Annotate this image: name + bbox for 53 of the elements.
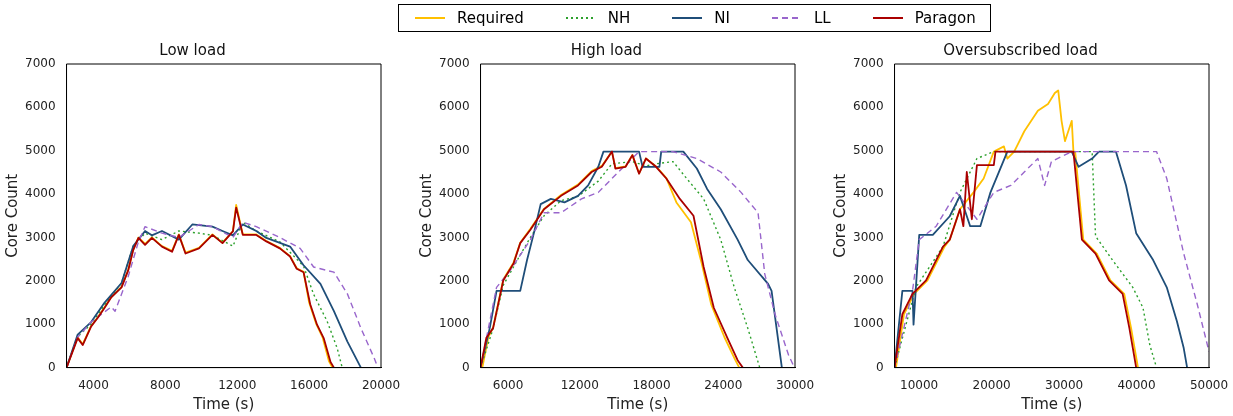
x-tick-label: 50000 <box>1189 377 1229 392</box>
y-tick-label: 3000 <box>24 229 56 244</box>
x-tick-label: 30000 <box>775 377 815 392</box>
x-tick-label: 8000 <box>150 377 181 392</box>
y-tick-label: 7000 <box>24 56 56 71</box>
x-axis-title: Time (s) <box>192 394 255 413</box>
y-tick-label: 5000 <box>24 142 56 157</box>
y-tick-label: 3000 <box>852 229 884 244</box>
chart-title: Oversubscribed load <box>943 40 1098 59</box>
x-tick-label: 16000 <box>290 377 329 392</box>
y-tick-label: 4000 <box>438 186 470 201</box>
x-tick-label: 12000 <box>560 377 599 392</box>
x-tick-label: 40000 <box>1117 377 1156 392</box>
y-tick-label: 7000 <box>438 56 470 71</box>
x-tick-label: 30000 <box>1044 377 1084 392</box>
y-tick-label: 1000 <box>24 316 56 331</box>
legend-label: Paragon <box>914 9 976 27</box>
x-axis-title: Time (s) <box>606 394 669 413</box>
x-tick-label: 20000 <box>361 377 401 392</box>
x-tick-label: 4000 <box>78 377 109 392</box>
y-tick-label: 4000 <box>24 186 56 201</box>
y-axis-title: Core Count <box>416 173 435 258</box>
y-tick-label: 6000 <box>438 99 470 114</box>
y-tick-label: 0 <box>47 359 56 374</box>
y-tick-label: 7000 <box>852 56 884 71</box>
x-axis-title: Time (s) <box>1020 394 1083 413</box>
legend-label: LL <box>813 9 831 27</box>
x-tick-label: 24000 <box>704 377 743 392</box>
x-tick-label: 18000 <box>632 377 671 392</box>
chart-title: High load <box>570 40 643 59</box>
legend-label: NI <box>714 9 730 27</box>
y-tick-label: 0 <box>461 359 470 374</box>
y-tick-label: 2000 <box>24 272 56 287</box>
y-tick-label: 6000 <box>24 99 56 114</box>
y-axis-title: Core Count <box>830 173 849 258</box>
x-tick-label: 6000 <box>492 377 524 392</box>
x-tick-label: 10000 <box>900 377 939 392</box>
y-tick-label: 1000 <box>852 316 884 331</box>
y-tick-label: 5000 <box>438 142 470 157</box>
y-tick-label: 6000 <box>852 99 884 114</box>
legend-label: NH <box>607 9 631 27</box>
y-tick-label: 5000 <box>852 142 884 157</box>
y-axis-title: Core Count <box>2 173 21 258</box>
x-tick-label: 12000 <box>218 377 257 392</box>
y-tick-label: 2000 <box>438 272 470 287</box>
y-tick-label: 3000 <box>438 229 470 244</box>
y-tick-label: 4000 <box>852 186 884 201</box>
y-tick-label: 2000 <box>852 272 884 287</box>
chart-title: Low load <box>159 40 226 59</box>
y-tick-label: 0 <box>875 359 884 374</box>
y-tick-label: 1000 <box>438 316 470 331</box>
legend-label: Required <box>457 9 524 27</box>
x-tick-label: 20000 <box>972 377 1011 392</box>
